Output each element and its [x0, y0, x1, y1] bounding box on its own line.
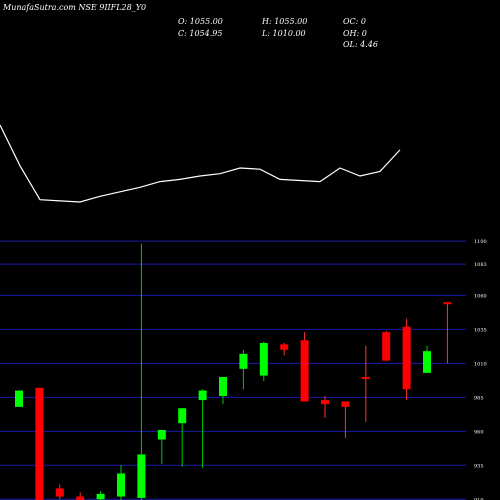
- candle: [55, 484, 64, 500]
- candle-body: [35, 387, 44, 500]
- candle: [239, 349, 248, 390]
- candle-body: [259, 343, 268, 376]
- candle: [76, 492, 85, 500]
- price-tick-label: 1035: [474, 327, 487, 333]
- candle: [341, 401, 350, 439]
- candle-body: [423, 351, 431, 373]
- candle: [96, 491, 105, 500]
- price-tick-label: 985: [474, 395, 484, 401]
- candle: [300, 332, 309, 402]
- candle: [198, 389, 207, 469]
- candle-body: [382, 332, 391, 361]
- price-tick-label: 960: [474, 429, 484, 435]
- candle-body: [341, 401, 350, 407]
- price-tick-label: 910: [474, 497, 484, 500]
- candle: [321, 396, 329, 418]
- candle-body: [76, 496, 85, 500]
- open-value: O: 1055.00: [178, 17, 223, 26]
- indicator-panel: [0, 124, 401, 203]
- candle-body: [361, 376, 370, 379]
- candle-body: [198, 390, 207, 401]
- close-value: C: 1054.95: [178, 29, 222, 38]
- price-grid: 1100 1083 1060 1035 1010 985 960 935 910: [0, 239, 487, 500]
- chart-title: MunafaSutra.com NSE 9IIFL28_Y0: [2, 3, 146, 12]
- candle: [259, 341, 268, 382]
- low-value: L: 1010.00: [261, 29, 306, 38]
- candle: [361, 345, 370, 422]
- indicator-line: [0, 124, 401, 203]
- candle-body: [117, 473, 125, 497]
- price-tick-label: 1100: [474, 239, 487, 245]
- oc-value: OC: 0: [343, 17, 366, 26]
- price-tick-label: 935: [474, 463, 484, 469]
- candle: [35, 387, 44, 500]
- candle-body: [443, 302, 452, 305]
- candle-body: [219, 376, 227, 396]
- candle: [117, 465, 125, 500]
- candle-body: [137, 454, 146, 498]
- candle: [280, 343, 289, 356]
- high-value: H: 1055.00: [261, 17, 307, 26]
- candle: [178, 408, 187, 467]
- candle: [15, 390, 23, 407]
- candle-body: [157, 429, 166, 440]
- candle-body: [239, 353, 248, 369]
- oh-value: OH: 0: [343, 29, 367, 38]
- price-tick-label: 1010: [474, 361, 487, 367]
- candle: [382, 330, 391, 361]
- candle-body: [96, 493, 105, 500]
- candle-body: [300, 340, 309, 402]
- price-tick-label: 1060: [474, 293, 487, 299]
- candle: [423, 345, 431, 373]
- candle: [219, 376, 227, 405]
- candle-body: [402, 326, 411, 390]
- candle-body: [280, 344, 289, 350]
- candles: [15, 243, 452, 500]
- ol-value: OL: 4.46: [343, 40, 378, 49]
- candle: [402, 318, 411, 401]
- candle: [157, 429, 166, 464]
- candle-body: [178, 408, 187, 424]
- price-tick-label: 1083: [474, 262, 487, 268]
- candle: [443, 302, 452, 364]
- candle: [137, 243, 146, 500]
- candle-body: [15, 390, 23, 407]
- candle-body: [321, 400, 329, 405]
- candle-body: [55, 488, 64, 497]
